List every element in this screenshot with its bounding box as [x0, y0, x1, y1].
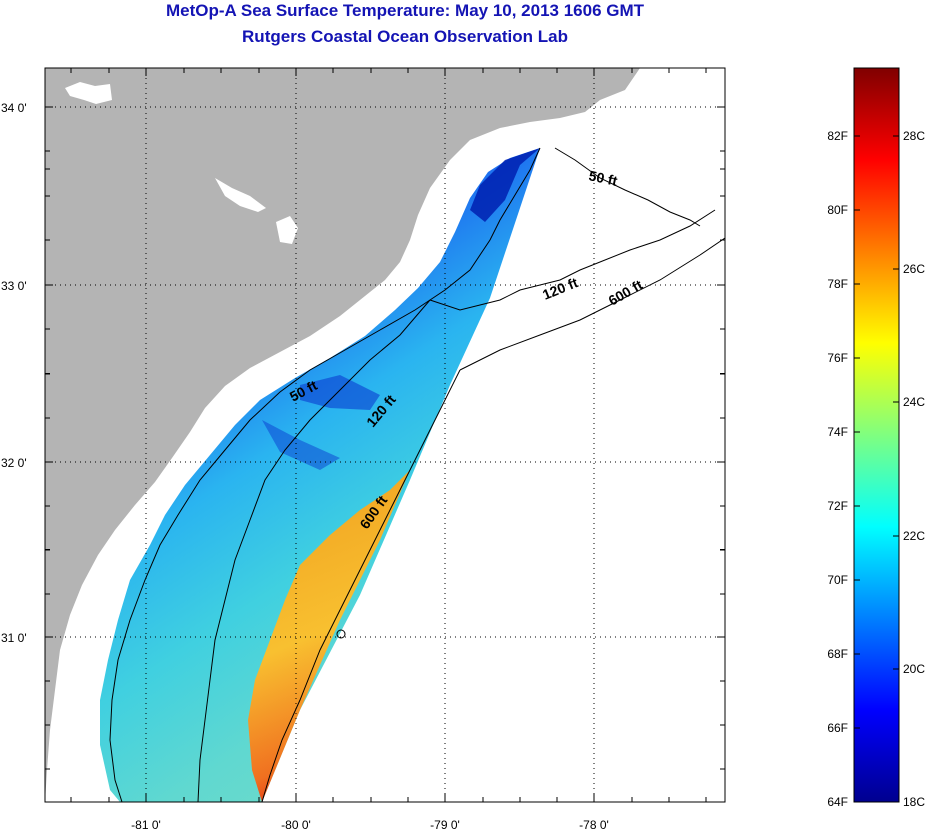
- land-area: [45, 68, 640, 802]
- map-ticks: [45, 68, 725, 802]
- lat-label: 31 0': [1, 631, 27, 645]
- colorbar-f-label: 80F: [827, 203, 848, 217]
- sst-warm-band: [248, 470, 410, 802]
- map-subtitle: Rutgers Coastal Ocean Observation Lab: [242, 27, 568, 46]
- sst-cold-band: [470, 148, 540, 222]
- lon-label: -79 0': [430, 818, 460, 832]
- colorbar-c-label: 28C: [903, 129, 925, 143]
- sst-cold-band: [300, 375, 380, 410]
- map-title: MetOp-A Sea Surface Temperature: May 10,…: [165, 1, 645, 20]
- colorbar-f-label: 70F: [827, 573, 848, 587]
- graticule: [45, 68, 725, 802]
- sst-swath: [100, 148, 540, 802]
- contour-600ft: [261, 237, 725, 802]
- sst-cold-band: [262, 420, 340, 470]
- lon-label: -78 0': [579, 818, 609, 832]
- contour-50ft: [109, 147, 701, 802]
- colorbar-f-label: 68F: [827, 647, 848, 661]
- contour-120ft: [197, 209, 716, 802]
- inland-water: [65, 82, 112, 104]
- colorbar-c-label: 20C: [903, 662, 925, 676]
- colorbar-f-label: 72F: [827, 499, 848, 513]
- colorbar: [853, 67, 900, 803]
- map-border: [44, 67, 726, 803]
- inland-water: [215, 178, 266, 212]
- colorbar-c-label: 26C: [903, 262, 925, 276]
- contour-label-50ft: 50 ft: [587, 167, 619, 189]
- lat-label: 33 0': [1, 279, 27, 293]
- colorbar-f-label: 76F: [827, 351, 848, 365]
- inland-water: [276, 216, 298, 244]
- colorbar-c-label: 22C: [903, 529, 925, 543]
- lat-label: 34 0': [1, 101, 27, 115]
- colorbar-c-label: 18C: [903, 795, 925, 809]
- colorbar-f-label: 64F: [827, 795, 848, 809]
- colorbar-ticks: [854, 135, 899, 729]
- colorbar-f-label: 66F: [827, 721, 848, 735]
- contour-marker: [336, 629, 346, 639]
- lon-label: -80 0': [281, 818, 311, 832]
- colorbar-f-label: 82F: [827, 129, 848, 143]
- colorbar-f-label: 74F: [827, 425, 848, 439]
- colorbar-c-label: 24C: [903, 395, 925, 409]
- colorbar-f-label: 78F: [827, 277, 848, 291]
- lat-label: 32 0': [1, 456, 27, 470]
- lon-label: -81 0': [131, 818, 161, 832]
